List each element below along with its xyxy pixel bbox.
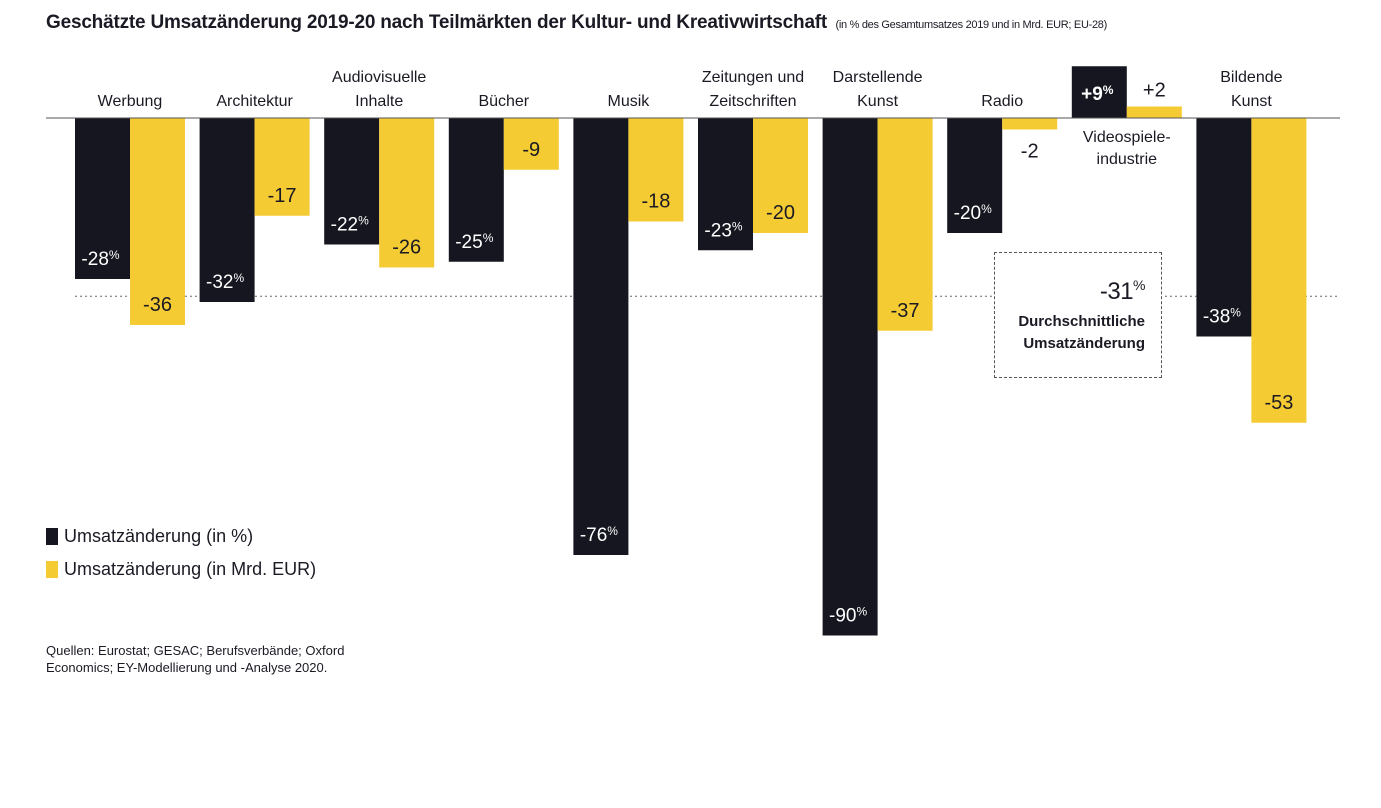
label-eur-0: -36 [143, 294, 172, 316]
bar-percent-0 [75, 118, 130, 279]
category-label-9-line0: Bildende [1220, 69, 1282, 86]
bar-eur-2 [379, 118, 435, 268]
average-label: Durchschnittliche Umsatzänderung [995, 311, 1145, 355]
category-label-6-line1: Kunst [857, 93, 898, 110]
bar-percent-6 [822, 118, 878, 636]
bar-percent-9 [1196, 118, 1252, 337]
bar-eur-3 [503, 118, 559, 170]
average-label-line1: Durchschnittliche [1018, 313, 1145, 330]
label-eur-9: -53 [1264, 392, 1293, 414]
category-label-5-line0: Zeitungen und [702, 69, 804, 86]
label-percent-2: -22% [331, 214, 369, 236]
label-eur-1: -17 [268, 185, 297, 207]
chart-subtitle: (in % des Gesamtumsatzes 2019 und in Mrd… [835, 19, 1108, 31]
category-label-5-line1: Zeitschriften [709, 93, 796, 110]
label-eur-5: -20 [766, 202, 795, 224]
label-percent-9: -38% [1203, 306, 1241, 328]
bar-eur-9 [1251, 118, 1307, 423]
bar-eur-0 [130, 118, 185, 325]
label-percent-7: -20% [954, 202, 992, 224]
label-eur-4: -18 [641, 191, 670, 213]
bar-percent-4 [573, 118, 629, 555]
label-percent-6: -90% [829, 605, 867, 627]
label-eur-8: +2 [1143, 80, 1166, 102]
bar-percent-3 [448, 118, 504, 262]
label-percent-4: -76% [580, 524, 618, 546]
category-label-2-line0: Audiovisuelle [332, 69, 426, 86]
bar-eur-5 [753, 118, 808, 233]
label-percent-1: -32% [206, 271, 244, 293]
label-eur-3: -9 [522, 139, 540, 161]
category-label-0-line0: Werbung [98, 93, 163, 110]
bar-eur-4 [628, 118, 684, 222]
bar-percent-1 [199, 118, 255, 302]
legend: Umsatzänderung (in %) Umsatzänderung (in… [46, 520, 316, 586]
label-eur-2: -26 [392, 237, 421, 259]
bar-percent-7 [947, 118, 1003, 233]
category-label-8-line1: industrie [1097, 151, 1158, 168]
category-label-7-line0: Radio [981, 93, 1023, 110]
category-label-6-line0: Darstellende [833, 69, 923, 86]
legend-swatch-percent [46, 528, 58, 545]
average-annotation: -31% Durchschnittliche Umsatzänderung [994, 252, 1162, 378]
chart-title: Geschätzte Umsatzänderung 2019-20 nach T… [46, 12, 828, 33]
category-label-2-line1: Inhalte [355, 93, 403, 110]
average-value: -31% [1099, 277, 1146, 305]
label-percent-3: -25% [455, 231, 493, 253]
bar-eur-7 [1002, 118, 1058, 130]
bar-eur-8 [1126, 106, 1182, 118]
chart-title-line: Geschätzte Umsatzänderung 2019-20 nach T… [46, 12, 1107, 34]
bar-eur-1 [254, 118, 310, 216]
legend-label-eur: Umsatzänderung (in Mrd. EUR) [64, 559, 317, 579]
category-label-9-line1: Kunst [1231, 93, 1272, 110]
category-label-4-line0: Musik [608, 93, 651, 110]
bar-eur-6 [877, 118, 933, 331]
bar-percent-5 [698, 118, 753, 251]
legend-label-percent: Umsatzänderung (in %) [64, 526, 254, 546]
source-note: Quellen: Eurostat; GESAC; Berufsverbände… [46, 643, 345, 675]
category-label-3-line0: Bücher [478, 93, 529, 110]
category-label-8-line0: Videospiele- [1083, 129, 1171, 146]
label-percent-8: +9% [1081, 83, 1114, 105]
average-label-line2: Umsatzänderung [1023, 335, 1145, 352]
legend-item-eur: Umsatzänderung (in Mrd. EUR) [46, 553, 316, 586]
label-percent-0: -28% [81, 248, 119, 270]
legend-item-percent: Umsatzänderung (in %) [46, 520, 316, 553]
label-percent-5: -23% [704, 219, 742, 241]
category-label-1-line0: Architektur [216, 93, 293, 110]
legend-swatch-eur [46, 561, 58, 578]
label-eur-7: -2 [1021, 141, 1039, 163]
label-eur-6: -37 [891, 300, 920, 322]
bar-percent-2 [324, 118, 380, 245]
bar-percent-8 [1071, 66, 1127, 118]
